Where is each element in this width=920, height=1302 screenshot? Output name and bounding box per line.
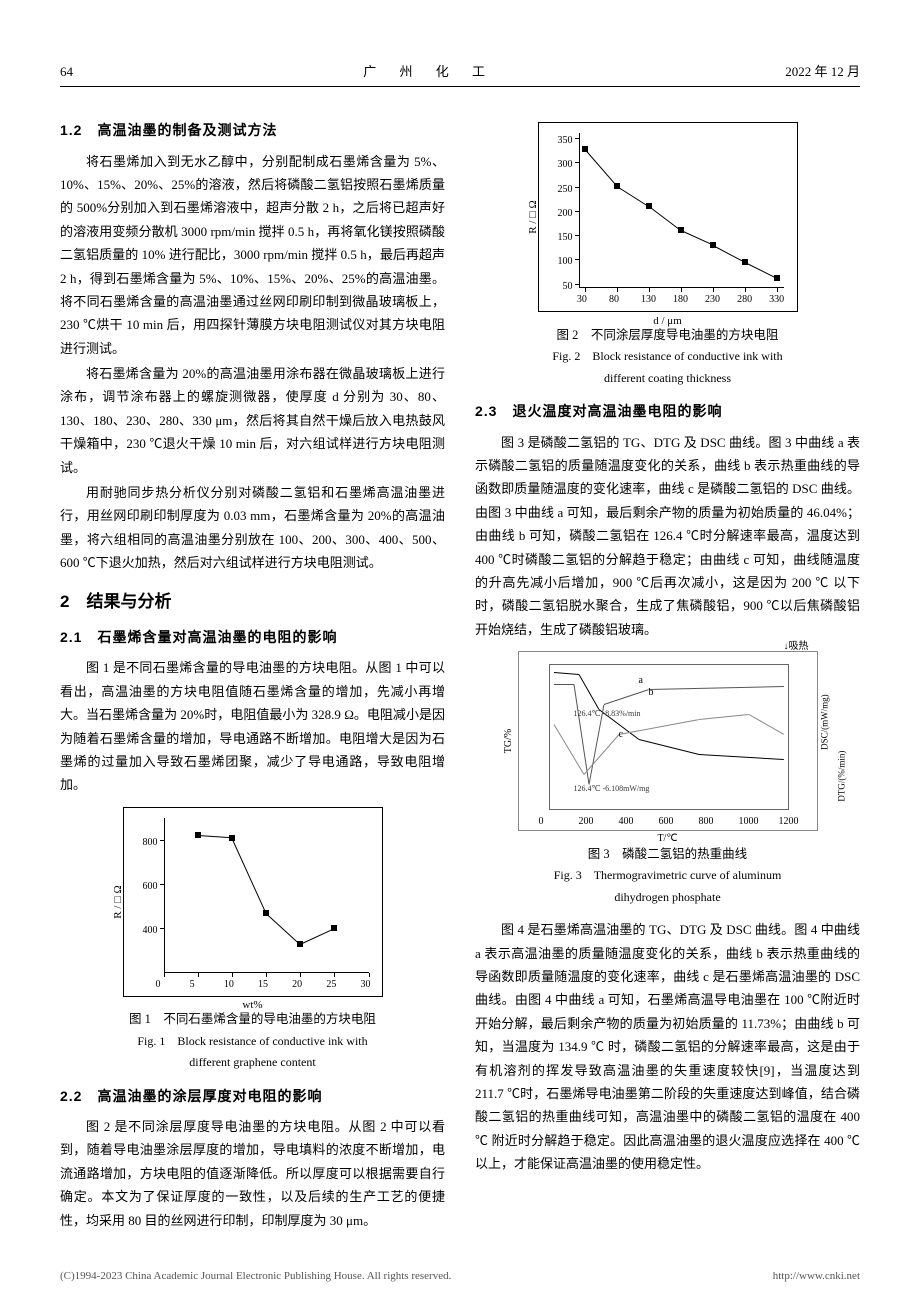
figure-2-chart: 308013018023028033050100150200250300350R…	[538, 122, 798, 312]
page-header: 64 广 州 化 工 2022 年 12 月	[60, 60, 860, 87]
right-column: 308013018023028033050100150200250300350R…	[475, 112, 860, 1234]
footer-url: http://www.cnki.net	[773, 1267, 860, 1287]
figure-2-caption-en2: different coating thickness	[475, 368, 860, 390]
s23-para-2: 图 4 是石墨烯高温油墨的 TG、DTG 及 DSC 曲线。图 4 中曲线 a …	[475, 918, 860, 1175]
figure-3: ↓吸热 TG/% DSC/(mW/mg) DTG/(%/min) T/℃ 020…	[475, 651, 860, 908]
page-number: 64	[60, 60, 73, 83]
section-2-title: 2 结果与分析	[60, 587, 445, 618]
issue-date: 2022 年 12 月	[785, 60, 860, 83]
section-2-2-title: 2.2 高温油墨的涂层厚度对电阻的影响	[60, 1084, 445, 1109]
s21-para-1: 图 1 是不同石墨烯含量的导电油墨的方块电阻。从图 1 中可以看出，高温油墨的方…	[60, 656, 445, 796]
fig3-yr2: DTG/(%/min)	[833, 750, 849, 801]
s12-para-2: 将石墨烯含量为 20%的高温油墨用涂布器在微晶玻璃板上进行涂布，调节涂布器上的螺…	[60, 362, 445, 479]
s12-para-3: 用耐驰同步热分析仪分别对磷酸二氢铝和石墨烯高温油墨进行，用丝网印刷印制厚度为 0…	[60, 481, 445, 575]
figure-3-chart: ↓吸热 TG/% DSC/(mW/mg) DTG/(%/min) T/℃ 020…	[518, 651, 818, 831]
section-2-1-title: 2.1 石墨烯含量对高温油墨的电阻的影响	[60, 625, 445, 650]
left-column: 1.2 高温油墨的制备及测试方法 将石墨烯加入到无水乙醇中，分别配制成石墨烯含量…	[60, 112, 445, 1234]
fig3-xlabel: T/℃	[657, 830, 677, 848]
s22-para-1: 图 2 是不同涂层厚度导电油墨的方块电阻。从图 2 中可以看到，随着导电油墨涂层…	[60, 1115, 445, 1232]
s12-para-1: 将石墨烯加入到无水乙醇中，分别配制成石墨烯含量为 5%、10%、15%、20%、…	[60, 150, 445, 361]
journal-title: 广 州 化 工	[363, 60, 495, 83]
figure-1-caption-en2: different graphene content	[60, 1052, 445, 1074]
fig3-yleft: TG/%	[500, 729, 518, 753]
fig3-yr1: DSC/(mW/mg)	[817, 695, 833, 751]
figure-2-caption-en1: Fig. 2 Block resistance of conductive in…	[475, 346, 860, 368]
s23-para-1: 图 3 是磷酸二氢铝的 TG、DTG 及 DSC 曲线。图 3 中曲线 a 表示…	[475, 431, 860, 642]
figure-3-caption-en2: dihydrogen phosphate	[475, 887, 860, 909]
footer-copyright: (C)1994-2023 China Academic Journal Elec…	[60, 1267, 451, 1287]
figure-1-caption-en1: Fig. 1 Block resistance of conductive in…	[60, 1031, 445, 1053]
figure-1: 051015202530400600800R / □ Ωwt% 图 1 不同石墨…	[60, 807, 445, 1074]
figure-3-caption-en1: Fig. 3 Thermogravimetric curve of alumin…	[475, 865, 860, 887]
fig3-toplabel: ↓吸热	[784, 638, 809, 656]
figure-2: 308013018023028033050100150200250300350R…	[475, 122, 860, 389]
figure-1-chart: 051015202530400600800R / □ Ωwt%	[123, 807, 383, 997]
section-2-3-title: 2.3 退火温度对高温油墨电阻的影响	[475, 399, 860, 424]
section-1-2-title: 1.2 高温油墨的制备及测试方法	[60, 118, 445, 143]
